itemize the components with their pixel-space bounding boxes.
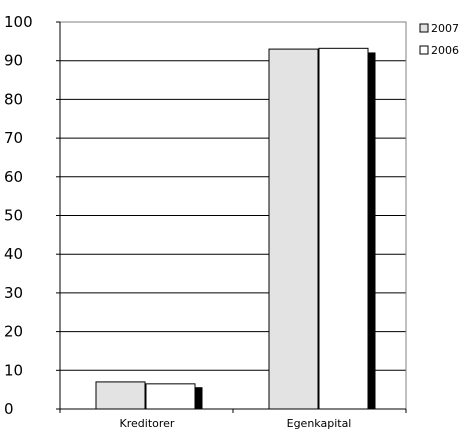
y-axis-ticks: 0 10 20 30 40 50 60 70 80 90 100 [4, 13, 407, 418]
y-tick-label: 20 [4, 323, 23, 341]
bar-egenkapital-series-0 [268, 48, 319, 410]
legend-label-2006: 2006 [431, 44, 459, 57]
y-tick-label: 100 [4, 13, 33, 31]
bar-egenkapital-series-2 [368, 52, 376, 410]
bars [95, 47, 376, 410]
bar-kreditorer-series-1 [145, 383, 196, 410]
y-tick-label: 30 [4, 284, 23, 302]
y-tick-label: 50 [4, 207, 23, 225]
y-tick-label: 40 [4, 245, 23, 263]
legend-swatch-2007 [419, 23, 429, 33]
category-label-kreditorer: Kreditorer [120, 417, 175, 430]
y-tick-label: 80 [4, 90, 23, 108]
y-tick-label: 70 [4, 129, 23, 147]
bar-kreditorer-series-2 [195, 387, 203, 410]
y-tick-label: 0 [4, 400, 14, 418]
x-axis-labels: Kreditorer Egenkapital [120, 417, 352, 430]
y-tick-label: 90 [4, 52, 23, 70]
legend-label-2007: 2007 [431, 22, 459, 35]
bar-egenkapital-series-1 [318, 47, 369, 410]
bar-kreditorer-series-0 [95, 381, 146, 410]
category-label-egenkapital: Egenkapital [287, 417, 352, 430]
y-tick-label: 10 [4, 361, 23, 379]
legend: 2007 2006 [419, 22, 459, 57]
y-tick-label: 60 [4, 168, 23, 186]
legend-swatch-2006 [419, 45, 429, 55]
